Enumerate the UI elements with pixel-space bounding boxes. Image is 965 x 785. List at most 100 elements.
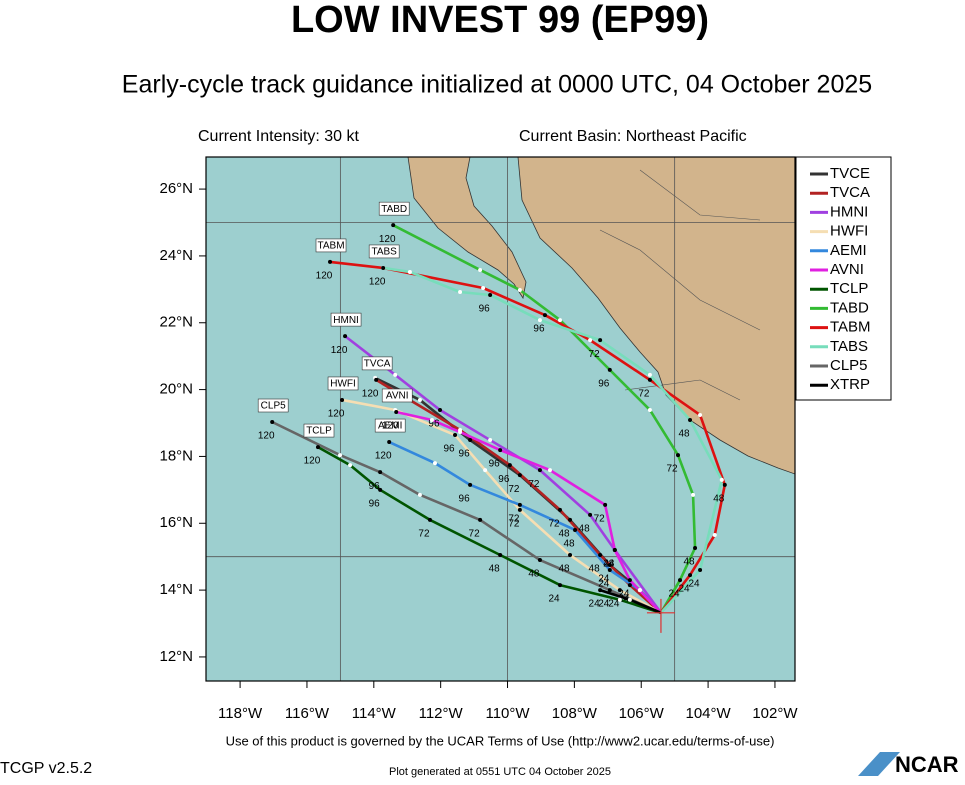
track-point	[688, 573, 693, 578]
track-point	[712, 532, 717, 537]
hour-label: 96	[369, 481, 381, 492]
track-tag-box	[368, 244, 400, 259]
mainland	[517, 157, 795, 475]
track-point	[542, 313, 547, 318]
track-point	[517, 288, 522, 293]
y-tick-label: 16°N	[159, 514, 193, 531]
track-point	[437, 407, 442, 412]
y-tick-label: 14°N	[159, 581, 193, 598]
x-tick-label: 116°W	[285, 705, 330, 722]
hour-label: 24	[603, 559, 615, 570]
track-tag-box	[327, 376, 359, 391]
track-point	[348, 463, 353, 468]
track-point	[568, 553, 573, 558]
track-point	[598, 553, 603, 558]
hour-label: 24	[668, 589, 680, 600]
x-tick-label: 114°W	[352, 705, 397, 722]
hour-label: 72	[548, 519, 560, 530]
track-point	[627, 578, 632, 583]
track-point	[588, 512, 593, 517]
title: LOW INVEST 99 (EP99)	[291, 0, 709, 41]
track-tag-box	[315, 238, 347, 253]
track-point	[417, 492, 422, 497]
plot: 2448729624487296120TVCA24487296120HMNI24…	[206, 157, 795, 681]
track-point	[688, 418, 693, 423]
borders	[599, 169, 761, 401]
track-point	[378, 487, 383, 492]
track-point	[517, 502, 522, 507]
track-point	[315, 445, 320, 450]
track-point	[617, 588, 622, 593]
track-point	[719, 477, 724, 482]
track-point	[387, 440, 392, 445]
hour-label: 96	[428, 419, 440, 430]
x-tick-label: 104°W	[685, 705, 731, 722]
track-point	[617, 597, 622, 602]
hour-label: 48	[558, 529, 570, 540]
track-point	[607, 367, 612, 372]
track-point	[468, 438, 473, 443]
track-point	[603, 502, 608, 507]
track-point	[453, 433, 458, 438]
track-tag-box	[378, 201, 410, 216]
y-tick-label: 20°N	[159, 381, 193, 398]
track-point	[698, 568, 703, 573]
hour-label: 120	[258, 431, 275, 442]
hour-label: 24	[589, 599, 601, 610]
initial-position	[646, 598, 675, 633]
track-point	[547, 468, 552, 473]
legend-label: HMNI	[830, 203, 868, 220]
track-tag-box	[330, 312, 362, 327]
x-tick-label: 110°W	[485, 705, 530, 722]
legend-box	[795, 156, 892, 401]
hour-label: 48	[713, 493, 725, 504]
hour-label: 48	[683, 557, 695, 568]
track-tag-box	[257, 398, 289, 413]
legend-label: TABS	[830, 338, 868, 355]
track-point	[393, 372, 398, 377]
hour-label: 96	[533, 324, 545, 335]
hour-label: 96	[443, 444, 455, 455]
track-point	[507, 463, 512, 468]
track-point	[328, 259, 333, 264]
track-tag: AVNI	[386, 391, 409, 402]
track-point	[558, 583, 563, 588]
hour-label: 48	[528, 569, 540, 580]
logo: NCAR	[895, 752, 959, 777]
track-point	[517, 473, 522, 478]
hour-label: 72	[418, 529, 430, 540]
x-tick-label: 118°W	[218, 705, 263, 722]
track-point	[693, 545, 698, 550]
y-tick-label: 18°N	[159, 447, 193, 464]
hour-label: 48	[579, 524, 591, 535]
track-point	[647, 372, 652, 377]
track-tag: TVCA	[364, 359, 391, 370]
y-tick-label: 12°N	[159, 648, 193, 665]
legend-label: TVCE	[830, 165, 870, 182]
hour-label: 48	[489, 564, 501, 575]
track-tag-box	[381, 388, 413, 403]
subtitle: Early-cycle track guidance initialized a…	[122, 71, 872, 99]
track-point	[627, 583, 632, 588]
track-point	[427, 517, 432, 522]
track-tag: CLP5	[261, 401, 286, 412]
hour-label: 24	[598, 599, 610, 610]
track-point	[627, 597, 632, 602]
hour-label: 24	[608, 599, 620, 610]
track-point	[573, 527, 578, 532]
x-tick-label: 112°W	[419, 705, 464, 722]
y-tick-label: 26°N	[159, 180, 193, 197]
track-point	[407, 269, 412, 274]
hour-label: 120	[375, 451, 392, 462]
hour-label: 120	[328, 409, 345, 420]
legend-label: XTRP	[830, 376, 870, 393]
track-point	[381, 265, 386, 270]
track-tag: TABS	[371, 247, 397, 258]
hour-label: 96	[369, 498, 381, 509]
track-point	[588, 338, 593, 343]
track-point	[676, 453, 681, 458]
track-point	[417, 397, 422, 402]
baja	[407, 157, 527, 300]
track-tag-box	[303, 423, 335, 438]
land	[407, 157, 795, 475]
